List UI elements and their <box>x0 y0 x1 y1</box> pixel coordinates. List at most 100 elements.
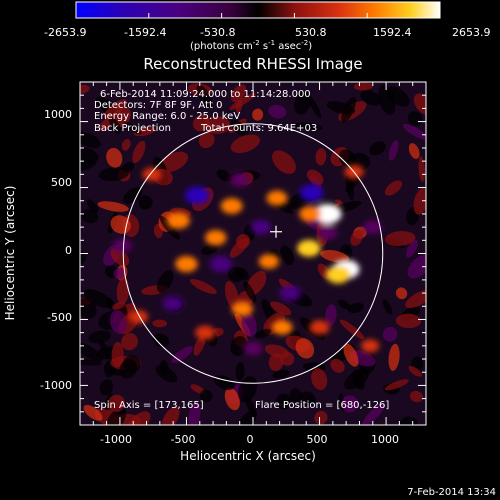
image-blob <box>231 301 253 317</box>
texture-patch <box>235 362 245 381</box>
image-blob <box>205 230 227 246</box>
x-tick-label: 1000 <box>371 433 399 446</box>
texture-patch <box>80 342 103 362</box>
colorbar <box>75 1 441 19</box>
x-tick-label: 0 <box>247 433 254 446</box>
texture-patch <box>339 319 365 340</box>
texture-patch <box>188 402 201 425</box>
texture-patch <box>155 365 178 383</box>
x-tick-label: 500 <box>307 433 328 446</box>
texture-patch <box>268 353 284 372</box>
texture-patch <box>330 358 345 373</box>
image-blob <box>363 220 383 234</box>
colorbar-unit: (photons cm-2 s-1 asec-2) <box>190 39 312 52</box>
texture-patch <box>230 134 261 154</box>
image-blob <box>279 285 301 301</box>
texture-patch <box>224 280 240 311</box>
texture-patch <box>103 99 127 119</box>
texture-patch <box>192 114 210 132</box>
texture-patch <box>272 369 290 379</box>
texture-patch <box>407 254 426 279</box>
texture-patch <box>193 335 206 356</box>
info-energy-range: Energy Range: 6.0 - 25.0 keV <box>94 111 240 122</box>
y-tick-label: 500 <box>51 176 72 189</box>
texture-patch <box>272 150 296 174</box>
image-blob <box>299 206 322 222</box>
y-tick-label: 1000 <box>44 108 72 121</box>
texture-patch <box>236 233 251 249</box>
x-tick-label: -1000 <box>100 433 132 446</box>
texture-patch <box>86 199 99 213</box>
texture-patch <box>384 180 403 196</box>
texture-patch <box>406 239 418 258</box>
texture-patch <box>88 330 111 344</box>
texture-patch <box>122 162 135 173</box>
texture-patch <box>216 169 232 182</box>
image-blob <box>142 167 162 182</box>
texture-patch <box>189 278 217 295</box>
texture-patch <box>156 270 174 293</box>
texture-patch <box>121 333 139 351</box>
colorbar-tick-label: -530.8 <box>200 26 235 39</box>
texture-patch <box>119 359 138 379</box>
texture-patch <box>230 84 247 103</box>
texture-patch <box>113 267 126 280</box>
y-tick-label: 0 <box>65 244 72 257</box>
image-blob <box>184 186 210 205</box>
texture-patch <box>204 116 231 134</box>
texture-patch <box>98 167 130 182</box>
texture-patch <box>280 351 295 366</box>
texture-patch <box>352 369 365 390</box>
x-tick-label: -500 <box>171 433 196 446</box>
texture-patch <box>80 298 97 319</box>
texture-patch <box>311 368 328 391</box>
texture-patch <box>252 108 264 121</box>
texture-patch <box>388 140 399 161</box>
colorbar-ticks <box>75 13 441 18</box>
image-blob <box>166 212 190 229</box>
flare-position-label: Flare Position = [680,-126] <box>255 400 389 411</box>
texture-patch <box>362 402 386 425</box>
image-blob <box>175 256 198 273</box>
texture-patch <box>360 90 382 106</box>
texture-patch <box>97 201 129 212</box>
texture-patch <box>138 195 153 210</box>
x-axis-label: Heliocentric X (arcsec) <box>180 449 316 463</box>
info-text: 6-Feb-2014 11:09:24.000 to 11:14:28.000 … <box>94 89 389 411</box>
info-method: Back Projection <box>94 123 171 134</box>
texture-patch <box>80 147 99 164</box>
spin-axis-marker <box>270 225 283 238</box>
texture-patch <box>229 93 256 110</box>
texture-patch <box>230 119 249 137</box>
image-blob <box>360 339 380 353</box>
texture-patch <box>341 96 357 123</box>
spin-axis-label: Spin Axis = [173,165] <box>94 400 204 411</box>
texture-patch <box>350 229 363 246</box>
texture-patch <box>402 123 426 140</box>
texture-patch <box>295 338 315 359</box>
texture-patch <box>235 100 243 114</box>
image-blob <box>258 254 280 269</box>
texture-patch <box>369 141 386 156</box>
image-texture <box>80 82 426 425</box>
texture-patch <box>343 343 359 367</box>
colorbar-tick-label: 530.8 <box>295 26 327 39</box>
texture-patch <box>201 244 218 255</box>
colorbar-tick-label: 2653.9 <box>452 26 491 39</box>
texture-patch <box>413 93 426 115</box>
texture-patch <box>123 187 143 204</box>
image-blob <box>195 325 215 340</box>
texture-patch <box>80 84 90 95</box>
image-blob <box>325 265 351 284</box>
texture-patch <box>299 391 316 407</box>
texture-patch <box>395 287 408 300</box>
texture-patch <box>112 301 126 310</box>
image-blob <box>272 320 293 335</box>
texture-patch <box>106 147 123 168</box>
texture-patch <box>152 319 168 328</box>
texture-patch <box>270 301 292 316</box>
texture-patch <box>294 90 312 115</box>
texture-patch <box>345 174 355 201</box>
texture-patch <box>80 131 101 149</box>
